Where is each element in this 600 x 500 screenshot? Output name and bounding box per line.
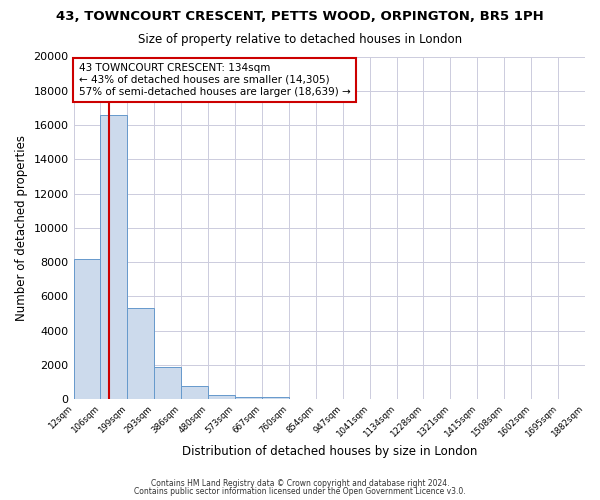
- Text: Contains public sector information licensed under the Open Government Licence v3: Contains public sector information licen…: [134, 487, 466, 496]
- X-axis label: Distribution of detached houses by size in London: Distribution of detached houses by size …: [182, 444, 477, 458]
- Bar: [181, 386, 208, 399]
- Text: 43 TOWNCOURT CRESCENT: 134sqm
← 43% of detached houses are smaller (14,305)
57% : 43 TOWNCOURT CRESCENT: 134sqm ← 43% of d…: [79, 64, 350, 96]
- Bar: [208, 395, 235, 399]
- Bar: [100, 115, 127, 399]
- Text: Size of property relative to detached houses in London: Size of property relative to detached ho…: [138, 32, 462, 46]
- Bar: [127, 308, 154, 399]
- Text: Contains HM Land Registry data © Crown copyright and database right 2024.: Contains HM Land Registry data © Crown c…: [151, 478, 449, 488]
- Bar: [262, 396, 289, 399]
- Bar: [154, 368, 181, 399]
- Bar: [74, 258, 100, 399]
- Bar: [235, 396, 262, 399]
- Y-axis label: Number of detached properties: Number of detached properties: [15, 135, 28, 321]
- Text: 43, TOWNCOURT CRESCENT, PETTS WOOD, ORPINGTON, BR5 1PH: 43, TOWNCOURT CRESCENT, PETTS WOOD, ORPI…: [56, 10, 544, 23]
